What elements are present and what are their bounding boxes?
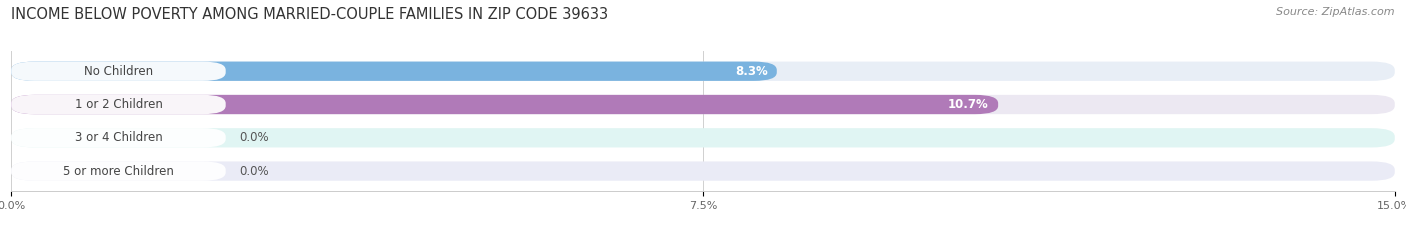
- Text: 0.0%: 0.0%: [239, 131, 269, 144]
- FancyBboxPatch shape: [11, 95, 1395, 114]
- FancyBboxPatch shape: [11, 128, 226, 147]
- Text: 1 or 2 Children: 1 or 2 Children: [75, 98, 163, 111]
- Text: 0.0%: 0.0%: [239, 164, 269, 178]
- Text: 8.3%: 8.3%: [735, 65, 768, 78]
- FancyBboxPatch shape: [11, 62, 776, 81]
- FancyBboxPatch shape: [11, 161, 226, 181]
- FancyBboxPatch shape: [11, 95, 998, 114]
- Text: 5 or more Children: 5 or more Children: [63, 164, 174, 178]
- FancyBboxPatch shape: [11, 95, 226, 114]
- Text: INCOME BELOW POVERTY AMONG MARRIED-COUPLE FAMILIES IN ZIP CODE 39633: INCOME BELOW POVERTY AMONG MARRIED-COUPL…: [11, 7, 609, 22]
- Text: No Children: No Children: [84, 65, 153, 78]
- Text: Source: ZipAtlas.com: Source: ZipAtlas.com: [1277, 7, 1395, 17]
- FancyBboxPatch shape: [11, 62, 1395, 81]
- FancyBboxPatch shape: [11, 161, 1395, 181]
- FancyBboxPatch shape: [11, 62, 226, 81]
- Text: 3 or 4 Children: 3 or 4 Children: [75, 131, 162, 144]
- FancyBboxPatch shape: [11, 128, 1395, 147]
- Text: 10.7%: 10.7%: [948, 98, 988, 111]
